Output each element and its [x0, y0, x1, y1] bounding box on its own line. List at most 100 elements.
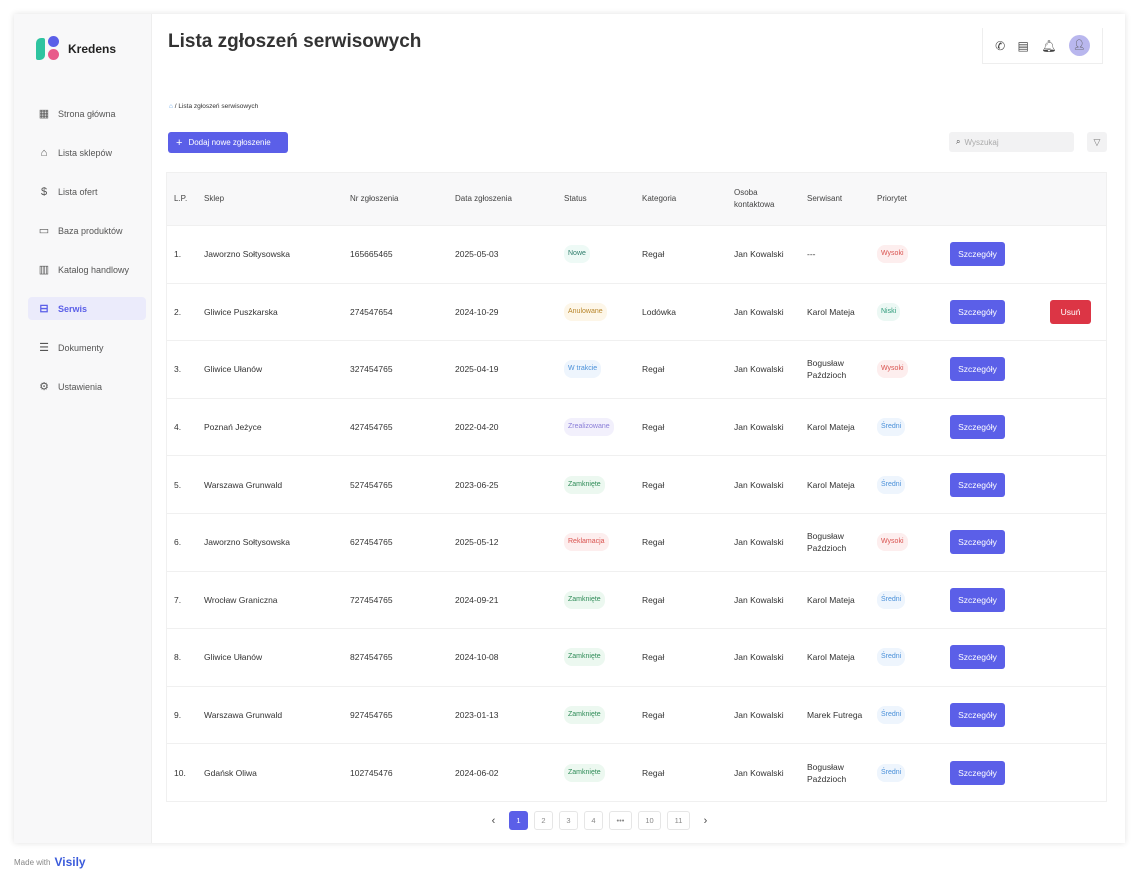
category: Regał [642, 479, 665, 490]
app-window: Kredens ▦ Strona główna ⌂ Lista sklepów $ Lis… [14, 14, 1125, 843]
ticket-number: 165665465 [350, 249, 393, 260]
ticket-date: 2025-05-12 [455, 537, 499, 548]
technician: Karol Mateja [807, 306, 855, 317]
ticket-date: 2023-06-25 [455, 479, 499, 490]
details-button[interactable]: Szczegóły [950, 299, 1005, 324]
table-row: 4. Poznań Jeżyce 427454765 2022-04-20 Zr… [167, 397, 1106, 456]
made-with: Made with Visily [14, 855, 86, 869]
row-number: 1. [174, 249, 182, 260]
next-page-icon[interactable]: › [703, 814, 708, 827]
sidebar-item-label: Lista ofert [58, 186, 98, 197]
ticket-date: 2024-10-29 [455, 306, 499, 317]
add-ticket-label: Dodaj nowe zgłoszenie [188, 138, 271, 147]
sidebar-item-3[interactable]: ▭ Baza produktów [28, 219, 146, 242]
ticket-number: 527454765 [350, 479, 393, 490]
ticket-number: 274547654 [350, 306, 393, 317]
sidebar-item-6[interactable]: ☰ Dokumenty [28, 336, 146, 359]
ticket-date: 2025-04-19 [455, 364, 499, 375]
add-ticket-button[interactable]: + Dodaj nowe zgłoszenie [168, 132, 288, 153]
contact-person: Jan Kowalski [734, 422, 784, 433]
details-button[interactable]: Szczegóły [950, 242, 1005, 267]
message-icon[interactable]: ▤ [1017, 38, 1029, 53]
page-button[interactable]: 2 [534, 811, 553, 830]
details-button[interactable]: Szczegóły [950, 530, 1005, 555]
filter-button[interactable]: ▽ [1087, 132, 1107, 152]
sidebar-item-4[interactable]: ▥ Katalog handlowy [28, 258, 146, 281]
shop: Gliwice Puszkarska [204, 306, 278, 317]
contact-person: Jan Kowalski [734, 306, 784, 317]
catalog-icon: ▥ [38, 264, 50, 276]
ticket-number: 827454765 [350, 652, 393, 663]
table-row: 10. Gdańsk Oliwa 102745476 2024-06-02 Za… [167, 743, 1106, 801]
prev-page-icon[interactable]: ‹ [491, 814, 496, 827]
details-button[interactable]: Szczegóły [950, 760, 1005, 785]
status-badge: Zamknięte [564, 706, 605, 725]
column-header: Osoba kontaktowa [734, 188, 775, 209]
search-icon: ⌕ [956, 137, 961, 146]
status-badge: Reklamacja [564, 533, 609, 552]
home-icon[interactable]: ⌂ [169, 103, 173, 110]
ticket-number: 102745476 [350, 767, 393, 778]
ticket-date: 2022-04-20 [455, 422, 499, 433]
document-icon: ☰ [39, 342, 49, 354]
sidebar-item-1[interactable]: ⌂ Lista sklepów [28, 141, 146, 164]
sidebar-item-label: Baza produktów [58, 225, 123, 236]
details-button[interactable]: Szczegóły [950, 415, 1005, 440]
table-row: 9. Warszawa Grunwald 927454765 2023-01-1… [167, 685, 1106, 744]
details-button[interactable]: Szczegóły [950, 472, 1005, 497]
row-number: 4. [174, 422, 182, 433]
page-title: Lista zgłoszeń serwisowych [168, 31, 422, 52]
details-button[interactable]: Szczegóły [950, 357, 1005, 382]
details-button[interactable]: Szczegóły [950, 645, 1005, 670]
row-number: 8. [174, 652, 182, 663]
sidebar-item-label: Lista sklepów [58, 147, 113, 158]
category: Regał [642, 767, 665, 778]
page-button[interactable]: ••• [609, 811, 632, 830]
visily-logo[interactable]: Visily [54, 855, 86, 869]
ticket-date: 2024-10-08 [455, 652, 499, 663]
page-button[interactable]: 4 [584, 811, 603, 830]
details-button[interactable]: Szczegóły [950, 587, 1005, 612]
search-input[interactable]: ⌕ Wyszukaj [949, 132, 1074, 152]
avatar[interactable]: 👤︎ [1068, 35, 1090, 56]
contact-person: Jan Kowalski [734, 594, 784, 605]
page-button[interactable]: 3 [559, 811, 578, 830]
logo-icon [36, 36, 60, 62]
column-header: Status [564, 194, 587, 203]
phone-icon[interactable]: ✆ [995, 38, 1006, 53]
priority-badge: Wysoki [877, 245, 908, 264]
sidebar-item-2[interactable]: $ Lista ofert [28, 180, 146, 203]
breadcrumb-current: / Lista zgłoszeń serwisowych [174, 103, 259, 110]
status-badge: Zamknięte [564, 590, 605, 609]
page-button[interactable]: 11 [667, 811, 690, 830]
table-row: 8. Gliwice Ułanów 827454765 2024-10-08 Z… [167, 628, 1106, 686]
status-badge: Zamknięte [564, 648, 605, 667]
status-badge: Anulowane [564, 302, 607, 321]
sidebar-item-5[interactable]: ⊟ Serwis [28, 297, 146, 320]
contact-person: Jan Kowalski [734, 710, 784, 721]
page-button[interactable]: 1 [509, 811, 528, 830]
status-badge: Nowe [564, 245, 590, 264]
page-button[interactable]: 10 [638, 811, 661, 830]
pagination: ‹ 1 2 3 4 ••• 10 11 › [484, 811, 715, 830]
ticket-number: 727454765 [350, 594, 393, 605]
category: Lodówka [642, 306, 677, 317]
sidebar-item-0[interactable]: ▦ Strona główna [28, 102, 146, 125]
priority-badge: Średni [877, 706, 906, 725]
ticket-number: 327454765 [350, 364, 393, 375]
details-button[interactable]: Szczegóły [950, 703, 1005, 728]
bell-icon[interactable]: 🔔︎ [1041, 38, 1057, 53]
column-header: Serwisant [807, 194, 843, 203]
category: Regał [642, 652, 665, 663]
sidebar-item-7[interactable]: ⚙ Ustawienia [28, 375, 146, 398]
ticket-number: 627454765 [350, 537, 393, 548]
contact-person: Jan Kowalski [734, 652, 784, 663]
category: Regał [642, 594, 665, 605]
contact-person: Jan Kowalski [734, 364, 784, 375]
table-row: 6. Jaworzno Sołtysowska 627454765 2025-0… [167, 512, 1106, 571]
priority-badge: Średni [877, 418, 906, 437]
category: Regał [642, 710, 665, 721]
delete-button[interactable]: Usuń [1050, 299, 1091, 324]
priority-badge: Średni [877, 648, 906, 667]
archive-icon: ▭ [38, 225, 50, 237]
